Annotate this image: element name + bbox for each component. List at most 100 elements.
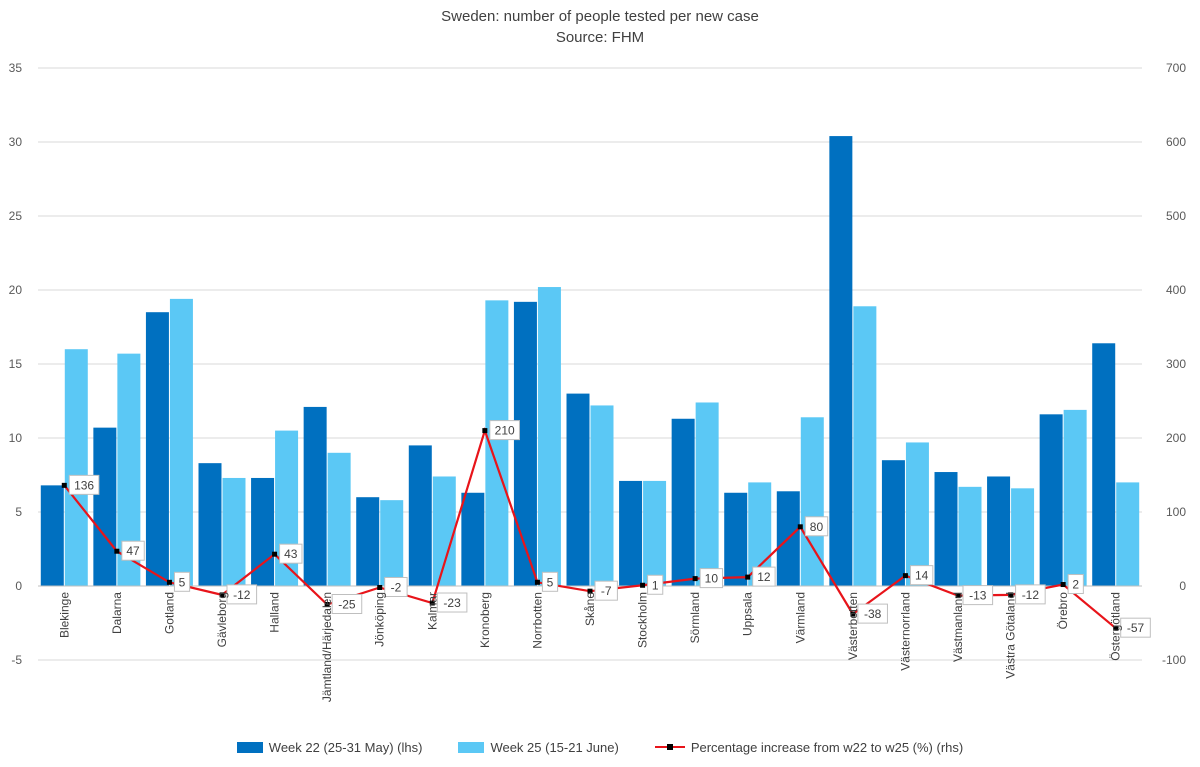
bar-week25-15 [853, 306, 877, 586]
bar-week25-11 [643, 480, 667, 586]
percentage-label-12: 10 [699, 568, 724, 589]
left-axis-ticks: -5 0 5 10 15 20 25 30 35 [9, 61, 23, 667]
left-tick-label: 30 [9, 135, 23, 149]
category-label-14: Värmland [793, 592, 807, 643]
right-tick-label: 700 [1166, 61, 1186, 75]
left-tick-label: 0 [15, 579, 22, 593]
percentage-label-4: 43 [279, 543, 303, 564]
category-label-3: Gävleborg [215, 592, 229, 647]
percentage-point-2 [166, 579, 172, 585]
percentage-point-17 [955, 593, 961, 599]
category-label-5: Jämtland/Härjedalen [320, 592, 334, 702]
category-label-1: Dalarna [110, 592, 124, 634]
svg-text:210: 210 [495, 424, 515, 438]
right-tick-label: 0 [1179, 579, 1186, 593]
right-tick-label: -100 [1162, 653, 1186, 667]
legend-item-week25: Week 25 (15-21 June) [458, 740, 619, 755]
svg-text:-38: -38 [864, 607, 882, 621]
svg-text:5: 5 [547, 575, 554, 589]
legend-item-percentage: Percentage increase from w22 to w25 (%) … [654, 740, 964, 755]
percentage-label-6: -2 [384, 576, 408, 597]
bar-week22-8 [461, 492, 485, 586]
percentage-point-11 [640, 582, 646, 588]
bar-week22-10 [566, 393, 590, 586]
category-label-19: Örebro [1056, 592, 1070, 630]
percentage-point-19 [1060, 582, 1066, 588]
left-tick-label: 20 [9, 283, 23, 297]
bar-week22-2 [145, 312, 169, 586]
svg-text:-57: -57 [1127, 621, 1145, 635]
svg-text:1: 1 [652, 578, 659, 592]
category-label-9: Norrbotten [530, 592, 544, 649]
legend-label-week22: Week 22 (25-31 May) (lhs) [268, 740, 423, 755]
svg-text:12: 12 [757, 570, 771, 584]
legend-swatch-week25 [458, 742, 485, 753]
bar-week22-1 [93, 427, 117, 586]
percentage-point-15 [850, 611, 856, 617]
bar-week25-18 [1011, 488, 1035, 586]
percentage-label-2: 5 [173, 571, 191, 592]
percentage-point-12 [692, 576, 698, 582]
bar-week22-15 [829, 136, 853, 586]
bar-week22-6 [356, 497, 380, 586]
svg-text:5: 5 [179, 575, 186, 589]
percentage-line: 136 47 5 -12 43 -25 -2 -23 210 5 -7 1 10 12 80 -38 14 -13… [61, 420, 1151, 638]
category-label-10: Skåne [583, 592, 597, 626]
bar-week25-5 [327, 452, 351, 586]
right-tick-label: 100 [1166, 505, 1186, 519]
bar-week22-17 [934, 472, 958, 586]
category-label-16: Västernorrland [898, 592, 912, 671]
bar-week25-0 [64, 349, 88, 586]
legend: Week 22 (25-31 May) (lhs) Week 25 (15-21… [0, 740, 1200, 755]
bar-week25-20 [1116, 482, 1140, 586]
svg-text:-12: -12 [1022, 588, 1040, 602]
percentage-label-0: 136 [68, 474, 100, 495]
legend-item-week22: Week 22 (25-31 May) (lhs) [236, 740, 423, 755]
category-label-8: Kronoberg [478, 592, 492, 648]
bar-week25-6 [380, 500, 404, 586]
bar-week22-20 [1092, 343, 1116, 586]
percentage-point-10 [587, 588, 593, 594]
percentage-label-18: -12 [1015, 584, 1046, 605]
legend-label-percentage: Percentage increase from w22 to w25 (%) … [690, 740, 964, 755]
category-label-18: Västra Götaland [1004, 592, 1018, 679]
bar-week22-9 [513, 301, 537, 586]
category-label-20: Östergötland [1109, 592, 1123, 661]
svg-text:-2: -2 [391, 580, 402, 594]
legend-swatch-week22 [236, 742, 263, 753]
svg-text:136: 136 [74, 478, 94, 492]
bar-week22-0 [40, 485, 64, 586]
bar-week22-11 [619, 480, 643, 586]
percentage-label-13: 12 [752, 566, 776, 587]
percentage-label-9: 5 [541, 571, 559, 592]
bar-week22-16 [881, 460, 905, 586]
percentage-label-10: -7 [594, 580, 618, 601]
svg-text:-13: -13 [969, 589, 987, 603]
bar-week25-8 [485, 300, 509, 586]
bars [40, 136, 1140, 586]
svg-text:-12: -12 [233, 588, 251, 602]
bar-week25-7 [432, 476, 456, 586]
percentage-point-4 [272, 551, 278, 557]
percentage-label-3: -12 [226, 584, 258, 605]
left-tick-label: 15 [9, 357, 23, 371]
percentage-label-17: -13 [962, 585, 994, 606]
percentage-point-9 [534, 579, 540, 585]
percentage-point-7 [429, 600, 435, 606]
svg-text:-7: -7 [601, 584, 612, 598]
svg-text:14: 14 [915, 569, 929, 583]
percentage-point-13 [745, 574, 751, 580]
percentage-point-0 [61, 482, 67, 488]
percentage-point-6 [377, 584, 383, 590]
category-label-15: Västerbotten [846, 592, 860, 660]
percentage-point-16 [902, 573, 908, 579]
chart-title: Sweden: number of people tested per new … [441, 8, 759, 25]
bar-week25-17 [958, 486, 982, 586]
percentage-label-7: -23 [436, 592, 468, 613]
right-tick-label: 600 [1166, 135, 1186, 149]
bar-week22-3 [198, 463, 222, 586]
bar-week22-18 [987, 476, 1011, 586]
bar-week25-16 [905, 442, 929, 586]
bar-week25-19 [1063, 409, 1087, 586]
